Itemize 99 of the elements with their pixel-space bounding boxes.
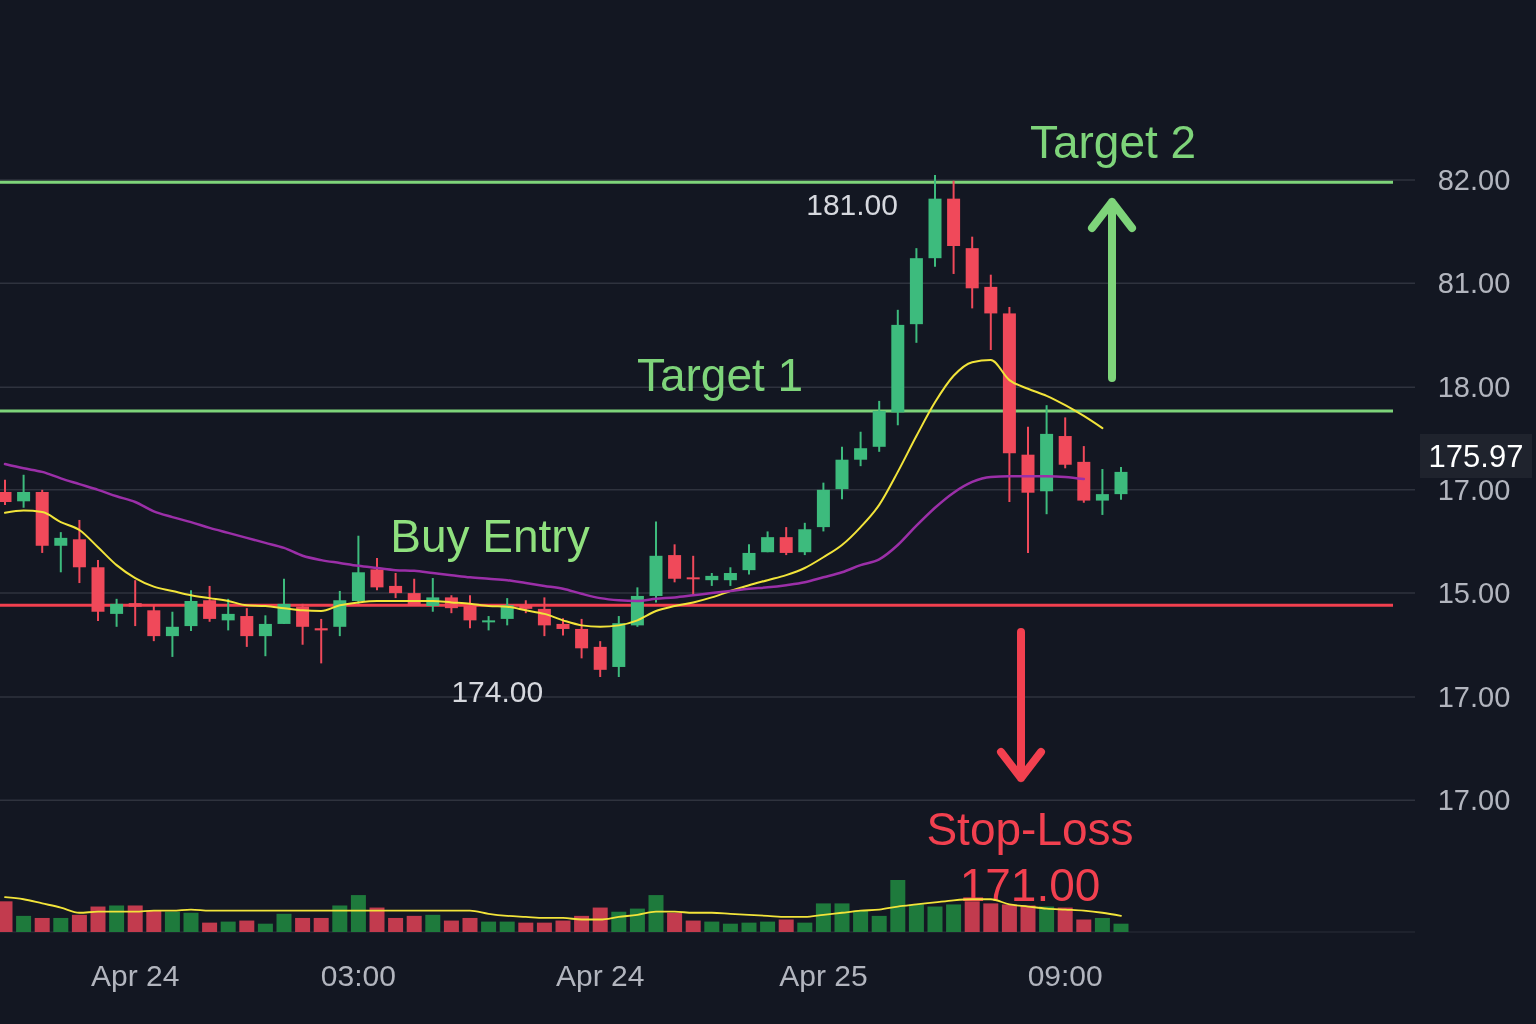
bar xyxy=(1020,905,1036,932)
x-tick-label: 03:00 xyxy=(320,959,396,992)
bar xyxy=(1113,923,1129,932)
candlestick xyxy=(779,526,793,557)
bar xyxy=(760,921,776,932)
bar xyxy=(295,917,311,932)
ref-line-label: Target 1 xyxy=(636,348,804,401)
bar xyxy=(127,905,143,932)
bar xyxy=(518,922,534,932)
text: 17.00 xyxy=(1437,784,1511,817)
bar xyxy=(332,905,348,932)
legend-label: Stop-Loss 171.00 xyxy=(926,803,1134,912)
bar xyxy=(685,920,701,932)
candlestick xyxy=(593,640,607,678)
bar xyxy=(853,910,869,932)
x-tick-label: 09:00 xyxy=(1027,959,1103,992)
bar xyxy=(667,912,683,932)
bar xyxy=(629,908,645,932)
bar xyxy=(1094,917,1110,932)
candlestick xyxy=(258,614,272,658)
candlestick xyxy=(314,617,328,665)
candlestick xyxy=(277,577,291,625)
bar xyxy=(890,880,906,932)
annotation: Buy Entry xyxy=(390,510,590,562)
bar xyxy=(983,903,999,932)
bar xyxy=(964,901,980,932)
bar xyxy=(53,917,69,932)
bar xyxy=(202,922,218,932)
text: 17.00 xyxy=(1437,473,1511,506)
bar xyxy=(815,903,831,932)
bar xyxy=(90,906,106,932)
bar xyxy=(555,920,571,932)
bar xyxy=(722,923,738,932)
candlestick xyxy=(165,610,179,658)
bar xyxy=(648,895,664,932)
bar xyxy=(592,907,608,932)
candlestick xyxy=(668,543,682,584)
bar xyxy=(313,917,329,932)
text: 15.00 xyxy=(1437,577,1511,610)
bar xyxy=(741,922,757,932)
bar xyxy=(797,922,813,932)
candlestick xyxy=(854,430,868,468)
candlestick xyxy=(1095,468,1109,516)
bar xyxy=(946,904,962,932)
candlestick xyxy=(17,473,31,509)
candlestick xyxy=(110,597,124,628)
bar xyxy=(481,921,497,932)
bar xyxy=(71,914,87,932)
candlestick xyxy=(0,478,12,506)
bar xyxy=(778,919,794,932)
bar xyxy=(257,923,273,932)
bar xyxy=(462,917,478,932)
bar xyxy=(164,911,180,932)
ref-line-label: Target 2 xyxy=(1029,116,1197,169)
candlestick xyxy=(723,566,737,587)
bar xyxy=(239,920,255,932)
candlestick xyxy=(575,617,589,660)
candlestick xyxy=(389,572,403,600)
x-tick-label: Apr 24 xyxy=(556,959,645,992)
text: 18.00 xyxy=(1437,371,1511,404)
bar xyxy=(574,915,590,932)
text: 82.00 xyxy=(1437,164,1511,197)
bar xyxy=(1001,904,1017,932)
bar xyxy=(908,904,924,932)
bar xyxy=(276,913,292,932)
candlestick xyxy=(742,543,756,576)
bar xyxy=(499,921,515,932)
candlestick xyxy=(221,597,235,632)
candlestick xyxy=(1114,465,1128,501)
bar xyxy=(183,912,199,932)
annotation: 181.00 xyxy=(806,188,898,221)
x-tick-label: Apr 25 xyxy=(779,959,868,992)
bar xyxy=(350,895,366,932)
bar xyxy=(109,905,125,932)
candlestick xyxy=(54,531,68,574)
bar xyxy=(425,914,441,932)
text: 81.00 xyxy=(1437,267,1511,300)
bar xyxy=(927,906,943,932)
text: 17.00 xyxy=(1437,681,1511,714)
bar xyxy=(406,915,422,932)
bar xyxy=(146,910,162,932)
text: 175.97 xyxy=(1428,439,1524,474)
bar xyxy=(704,921,720,932)
x-tick-label: Apr 24 xyxy=(91,959,180,992)
bar xyxy=(536,922,552,932)
candlestick xyxy=(370,556,384,592)
bar xyxy=(1057,907,1073,932)
bar xyxy=(834,903,850,932)
bar xyxy=(220,921,236,932)
candlestick xyxy=(686,554,700,597)
bar xyxy=(388,917,404,932)
bar xyxy=(443,920,459,932)
annotation: 174.00 xyxy=(451,675,544,708)
bar xyxy=(34,917,50,932)
bar xyxy=(871,915,887,932)
bar xyxy=(1039,906,1055,932)
bar xyxy=(1076,919,1092,932)
candlestick xyxy=(798,521,812,557)
bar xyxy=(16,915,32,932)
